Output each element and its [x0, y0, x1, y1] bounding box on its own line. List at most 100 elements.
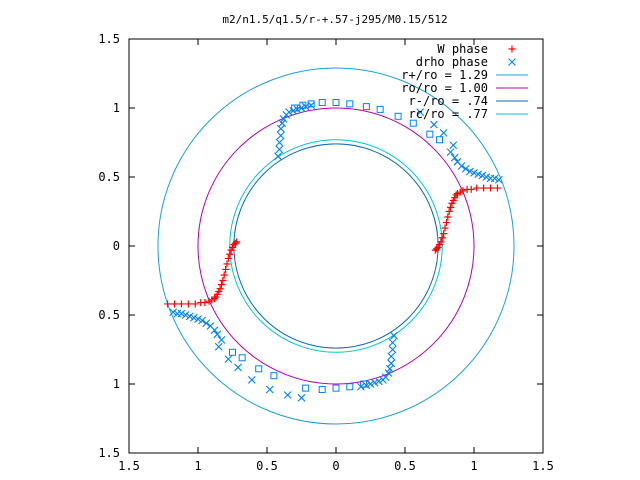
legend-label: W phase [437, 42, 488, 56]
data-point [490, 174, 499, 183]
data-point [270, 372, 278, 380]
data-point [184, 300, 192, 308]
data-point [450, 153, 459, 162]
data-point [332, 98, 340, 106]
reference-circle [233, 143, 439, 349]
legend-label: rc/ro = .77 [409, 107, 488, 121]
data-point [223, 260, 231, 268]
reference-circle [197, 107, 475, 385]
data-point [222, 265, 230, 273]
data-point [379, 375, 387, 384]
data-point [465, 167, 474, 176]
data-point [229, 348, 236, 356]
data-point [439, 128, 448, 137]
data-point [362, 103, 370, 111]
data-point [224, 355, 233, 364]
reference-circle [229, 139, 443, 353]
legend-label: r+/ro = 1.29 [401, 68, 488, 82]
data-point [482, 173, 491, 181]
y-tick-label: 1.5 [98, 446, 120, 460]
data-point [449, 141, 458, 150]
data-point [444, 213, 452, 221]
data-point [470, 168, 478, 177]
data-point [265, 385, 274, 394]
x-tick-label: 1.5 [118, 459, 140, 473]
x-tick-label: 1 [470, 459, 477, 473]
data-point [171, 300, 179, 308]
data-point [390, 331, 398, 340]
data-point [217, 335, 226, 344]
data-point [446, 148, 455, 157]
data-point [164, 300, 172, 308]
legend-marker-sample [508, 45, 516, 53]
data-point [346, 100, 354, 108]
data-point [191, 300, 199, 308]
data-point [255, 365, 263, 373]
data-point [217, 281, 225, 289]
data-point [385, 364, 394, 373]
data-point [214, 342, 223, 351]
data-point [181, 311, 190, 319]
data-point [307, 101, 316, 110]
data-point [346, 383, 354, 391]
data-points [164, 98, 503, 402]
data-point [302, 384, 310, 392]
x-tick-label: 0.5 [394, 459, 416, 473]
data-point [376, 105, 384, 113]
x-tick-label: 0 [332, 459, 339, 473]
legend-marker-sample [508, 58, 516, 66]
data-point [388, 345, 397, 354]
data-point [436, 136, 443, 144]
data-point [278, 119, 287, 128]
data-point [238, 354, 246, 362]
data-point [206, 322, 215, 330]
data-point [426, 130, 434, 138]
data-point [437, 238, 445, 246]
data-point [219, 277, 227, 284]
data-point [297, 393, 306, 402]
legend-label: drho phase [416, 55, 488, 69]
data-point [440, 230, 448, 238]
data-point [276, 131, 285, 140]
data-point [441, 224, 449, 232]
data-point [387, 352, 396, 361]
data-point [416, 108, 425, 117]
data-point [291, 104, 299, 112]
data-point [366, 380, 375, 388]
data-point [478, 171, 487, 180]
data-point [461, 164, 470, 173]
y-tick-label: 1 [113, 377, 120, 391]
y-tick-label: 0 [113, 239, 120, 253]
data-point [226, 250, 234, 258]
data-point [234, 363, 242, 372]
data-point [494, 175, 503, 184]
x-tick-label: 1 [194, 459, 201, 473]
data-point [189, 313, 198, 322]
y-tick-label: 0.5 [98, 308, 120, 322]
x-tick-label: 1.5 [532, 459, 554, 473]
data-point [247, 375, 256, 384]
data-point [283, 391, 292, 399]
data-point [275, 138, 284, 147]
y-tick-label: 1.5 [98, 32, 120, 46]
data-point [409, 119, 417, 127]
data-point [224, 254, 232, 262]
reference-circles [157, 67, 515, 425]
data-point [493, 184, 501, 192]
chart-title: m2/n1.5/q1.5/r-+.57-j295/M0.15/512 [222, 13, 447, 26]
data-point [374, 377, 383, 386]
data-point [169, 308, 178, 317]
data-point [318, 386, 326, 394]
data-point [394, 112, 402, 120]
data-point [202, 319, 211, 328]
data-point [227, 246, 235, 254]
data-point [299, 101, 307, 109]
data-point [473, 184, 481, 192]
data-point [194, 315, 202, 324]
data-point [457, 162, 466, 170]
data-point [487, 184, 495, 192]
data-point [275, 145, 284, 154]
data-point [279, 115, 288, 123]
